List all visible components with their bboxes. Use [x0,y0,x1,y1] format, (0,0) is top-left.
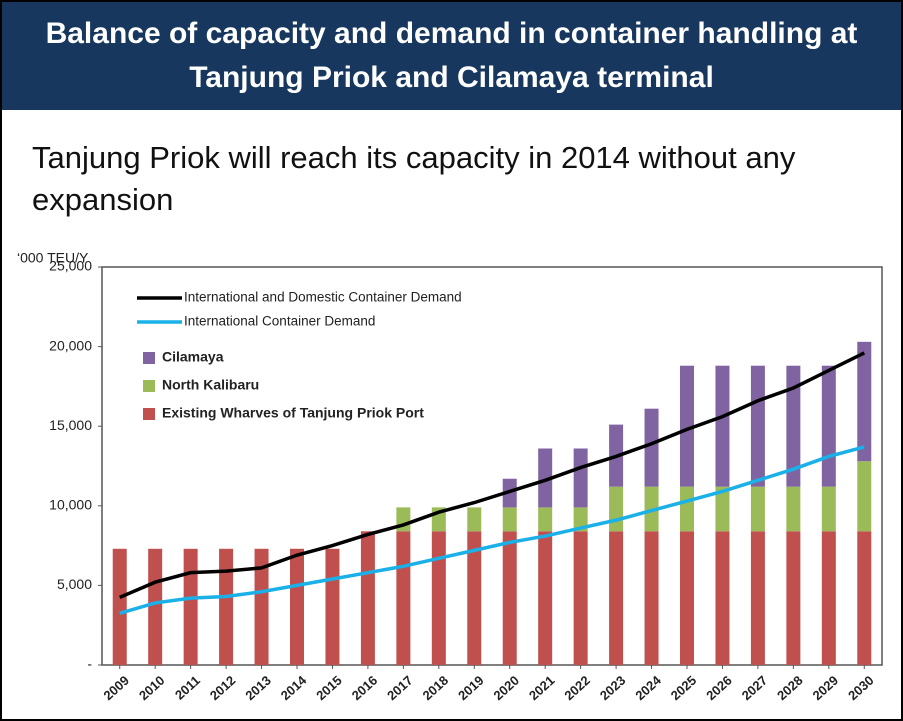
x-tick-label: 2030 [845,673,877,703]
x-tick-label: 2017 [384,673,416,703]
legend-swatch [143,352,155,364]
legend-label: International Container Demand [184,314,375,329]
bar-segment [254,548,269,665]
x-tick-label: 2028 [774,673,806,703]
bar-segment [857,341,872,462]
bar-segment [715,486,730,532]
x-tick-label: 2014 [278,672,310,703]
x-tick-label: 2010 [136,673,168,703]
x-tick-label: 2023 [597,673,629,703]
bar-segment [750,365,765,487]
bar-segment [609,486,624,532]
legend-swatch [143,408,155,420]
bar-segment [644,408,659,487]
x-tick-label: 2025 [668,673,700,703]
bar-segment [786,365,801,487]
bar-segment [680,531,694,665]
y-tick-label: 10,000 [49,497,92,513]
bar-segment [396,531,411,665]
bar-segment [644,531,659,665]
x-tick-label: 2018 [420,673,452,703]
bar-segment [786,486,801,532]
bar-segment [573,448,588,508]
header: Balance of capacity and demand in contai… [2,2,901,110]
bar-segment [431,531,446,665]
y-tick-label: - [87,656,92,672]
bar-segment [857,461,872,532]
x-tick-label: 2019 [455,673,487,703]
x-tick-label: 2022 [561,673,593,703]
bar-segment [750,531,765,665]
x-tick-label: 2020 [491,673,523,703]
bar-segment [360,531,375,665]
bar-segment [857,531,872,665]
y-tick-label: 15,000 [49,417,92,433]
bar-segment [538,507,553,532]
legend-label: North Kalibaru [162,377,259,393]
bar-segment [467,507,482,532]
bar-segment [821,365,836,487]
bar-segment [502,531,517,665]
x-tick-label: 2011 [172,673,203,703]
bar-segment [821,486,836,532]
x-tick-label: 2029 [810,673,842,703]
bar-segment [467,531,482,665]
bar-segment [680,365,694,487]
x-tick-label: 2015 [313,673,345,703]
bar-segment [538,531,553,665]
x-tick-label: 2009 [101,673,133,703]
bar-segment [821,531,836,665]
bar-segment [573,531,588,665]
bar-segment [183,548,198,665]
x-tick-label: 2026 [703,673,735,703]
bar-segment [680,486,694,532]
bar-segment [609,531,624,665]
y-tick-label: 25,000 [49,258,92,274]
bar-segment [112,548,127,665]
line-series [119,445,865,615]
bar-segment [219,548,234,665]
line-series [119,351,866,599]
y-tick-label: 20,000 [49,337,92,353]
bar-segment [325,548,340,665]
legend-label: Cilamaya [162,349,224,365]
x-tick-label: 2016 [349,673,381,703]
legend-label: International and Domestic Container Dem… [184,290,462,305]
bar-segment [573,507,588,532]
bar-segment [715,365,730,487]
y-tick-label: 5,000 [57,576,92,592]
legend-swatch [143,380,155,392]
bar-segment [148,548,163,665]
bar-segment [750,486,765,532]
subtitle: Tanjung Priok will reach its capacity in… [32,140,796,217]
y-axis-label: ‘000 TEU/Y [17,250,89,266]
title: Balance of capacity and demand in contai… [45,17,858,94]
bar-segment [538,448,553,508]
x-tick-label: 2021 [526,673,558,703]
bar-segment [715,531,730,665]
bar-segment [290,548,304,665]
x-tick-label: 2013 [242,673,274,703]
x-tick-label: 2024 [632,672,664,703]
legend-label: Existing Wharves of Tanjung Priok Port [162,405,424,421]
bar-segment [502,507,517,532]
plot-frame [101,266,883,666]
x-tick-label: 2027 [739,673,771,703]
bar-segment [786,531,801,665]
x-tick-label: 2012 [207,673,239,703]
